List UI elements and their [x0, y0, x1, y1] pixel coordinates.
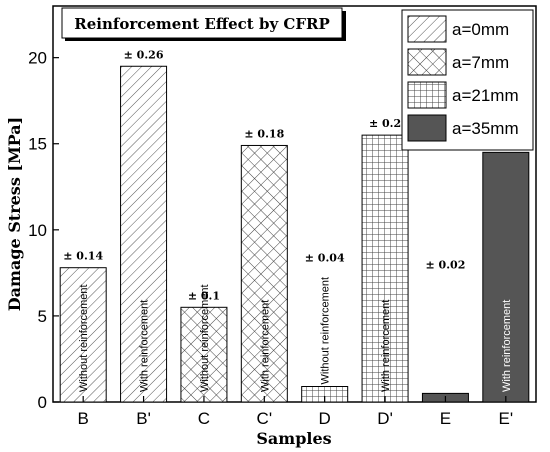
x-tick-label: B' [136, 409, 151, 428]
y-tick-label: 20 [28, 49, 47, 68]
error-label: ± 0.04 [305, 252, 345, 265]
error-label: ± 0.02 [426, 258, 466, 271]
error-label: ± 0.26 [124, 48, 164, 61]
bar-3 [180, 306, 228, 403]
x-tick-label: B [78, 409, 89, 428]
bar-annotation: Without reinforcement [320, 277, 332, 385]
x-tick-label: E' [499, 409, 514, 428]
bar-8 [482, 151, 530, 403]
bars: ± 0.14 Without reinforcement ± 0.26 With re… [59, 48, 530, 403]
bar-annotation: With reinforcement [501, 300, 513, 392]
chart-title-box: Reinforcement Effect by CFRP [61, 7, 346, 41]
bar-4 [240, 144, 288, 403]
bar-annotation: With reinforcement [139, 300, 151, 392]
y-axis-title: Damage Stress [MPa] [5, 117, 24, 311]
bar-annotation: With reinforcement [380, 300, 392, 392]
x-tick-label: D' [377, 409, 393, 428]
legend-swatch [407, 81, 447, 109]
bar-2 [120, 65, 168, 403]
legend-label: a=35mm [452, 119, 519, 138]
x-axis-title: Samples [256, 429, 331, 448]
error-label: ± 0.18 [244, 127, 284, 140]
error-label: ± 0.14 [63, 250, 103, 263]
plot-frame [52, 5, 537, 403]
error-label: ± 0.1 [188, 289, 220, 302]
bar-6 [361, 134, 409, 403]
y-ticks: 0 5 10 15 20 [28, 49, 59, 412]
error-label: ± 0.2 [369, 117, 401, 130]
legend-swatch [407, 15, 447, 43]
legend-label: a=21mm [452, 86, 519, 105]
bar-annotation: Without reinforcement [78, 284, 90, 392]
y-tick-label: 15 [28, 135, 47, 154]
y-tick-label: 0 [38, 393, 47, 412]
x-tick-label: C [198, 409, 210, 428]
x-tick-label: D [319, 409, 331, 428]
x-tick-label: E [440, 409, 451, 428]
chart-title: Reinforcement Effect by CFRP [74, 15, 329, 33]
y-tick-label: 5 [38, 307, 47, 326]
legend: a=0mm a=7mm a=21mm a=35mm [401, 9, 534, 151]
legend-swatch [407, 114, 447, 142]
x-tick-label: C' [257, 409, 273, 428]
legend-swatch [407, 48, 447, 76]
x-ticks: B B' C C' D D' E E' [78, 396, 514, 428]
bar-annotation: With reinforcement [259, 300, 271, 392]
bar-annotation: Without reinforcement [199, 284, 211, 392]
legend-label: a=0mm [452, 20, 509, 39]
bar-annotation: Without reinforcement [440, 284, 452, 392]
legend-label: a=7mm [452, 53, 509, 72]
y-tick-label: 10 [28, 221, 47, 240]
